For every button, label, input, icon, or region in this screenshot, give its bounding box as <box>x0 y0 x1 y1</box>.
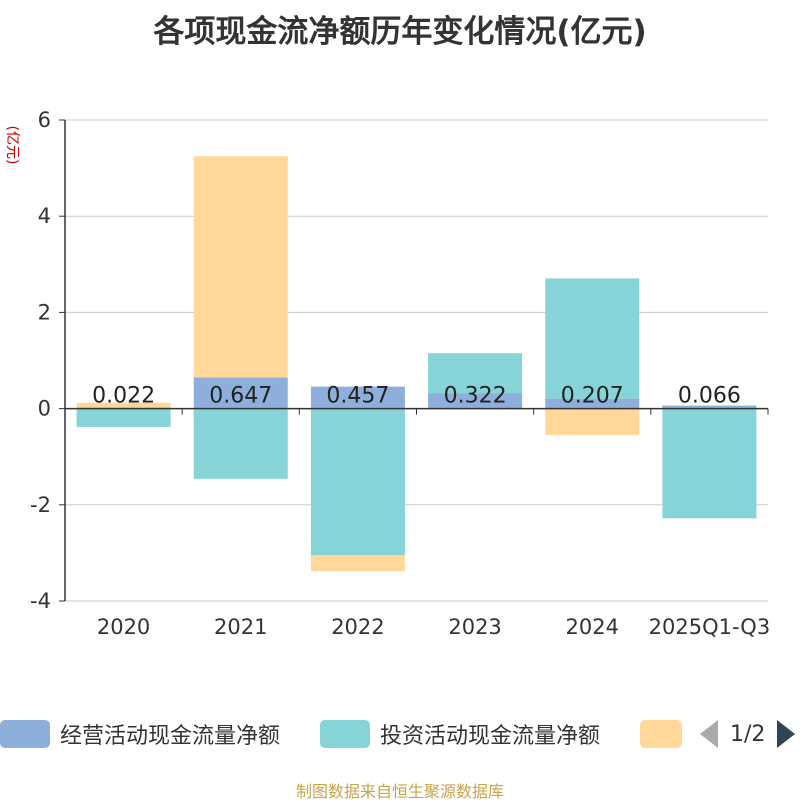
legend-prev-icon[interactable] <box>700 720 718 748</box>
bar-financing-2020 <box>76 402 171 408</box>
bar-financing-2021 <box>193 156 288 378</box>
bar-operating-2023 <box>428 393 523 409</box>
y-tick-label: 0 <box>38 397 51 421</box>
legend: 经营活动现金流量净额 投资活动现金流量净额 1/2 <box>0 712 800 756</box>
legend-label-operating: 经营活动现金流量净额 <box>60 724 281 749</box>
bar-investing-2020 <box>76 408 171 427</box>
y-axis-label: (亿元) <box>4 126 20 165</box>
bar-investing-2023 <box>428 353 523 394</box>
bar-financing-2024 <box>545 408 640 436</box>
y-tick-label: 2 <box>38 300 51 324</box>
legend-swatch-investing <box>320 720 370 748</box>
chart-plot: -4 -2 0 2 4 6 (亿元) 0.022 0.647 0.457 0.322 0.207 0.0… <box>4 108 771 639</box>
bar-investing-2025Q1-Q3 <box>662 408 757 519</box>
legend-next-icon[interactable] <box>777 720 796 748</box>
bar-operating-2021 <box>193 377 288 409</box>
data-label-operating-2025Q1-Q3: 0.066 <box>678 384 741 409</box>
legend-label-investing: 投资活动现金流量净额 <box>380 724 601 749</box>
data-label-operating-2020: 0.022 <box>92 384 155 409</box>
x-tick-label: 2025Q1-Q3 <box>649 615 771 639</box>
source-note: 制图数据来自恒生聚源数据库 <box>295 782 504 801</box>
y-tick-label: 6 <box>38 108 51 132</box>
bar-financing-2025Q1-Q3 <box>662 404 757 406</box>
y-tick-label: 4 <box>38 204 51 228</box>
x-tick-label: 2024 <box>566 615 619 639</box>
legend-swatch-operating <box>0 720 50 748</box>
data-label-operating-2024: 0.207 <box>561 384 624 409</box>
data-label-operating-2021: 0.647 <box>209 384 272 409</box>
bar-investing-2022 <box>310 408 405 556</box>
bar-financing-2022 <box>310 555 405 572</box>
y-tick-label: -4 <box>30 589 51 613</box>
legend-page-indicator: 1/2 <box>730 721 766 747</box>
bar-investing-2024 <box>545 278 640 399</box>
bar-operating-2025Q1-Q3 <box>662 405 757 409</box>
x-tick-label: 2022 <box>331 615 384 639</box>
legend-item-financing[interactable] <box>640 712 682 756</box>
x-tick-label: 2020 <box>97 615 150 639</box>
legend-item-investing[interactable]: 投资活动现金流量净额 <box>320 712 600 756</box>
data-label-operating-2022: 0.457 <box>326 384 389 409</box>
x-tick-label: 2021 <box>214 615 267 639</box>
chart-title: 各项现金流净额历年变化情况(亿元) <box>153 14 647 50</box>
legend-pager: 1/2 <box>700 712 796 756</box>
bar-operating-2024 <box>545 398 640 409</box>
y-tick-label: -2 <box>30 493 51 517</box>
bar-investing-2021 <box>193 408 288 479</box>
bar-operating-2022 <box>310 386 405 409</box>
legend-item-operating[interactable]: 经营活动现金流量净额 <box>0 712 280 756</box>
x-tick-label: 2023 <box>448 615 501 639</box>
data-label-operating-2023: 0.322 <box>444 384 507 409</box>
legend-swatch-financing <box>640 720 682 748</box>
